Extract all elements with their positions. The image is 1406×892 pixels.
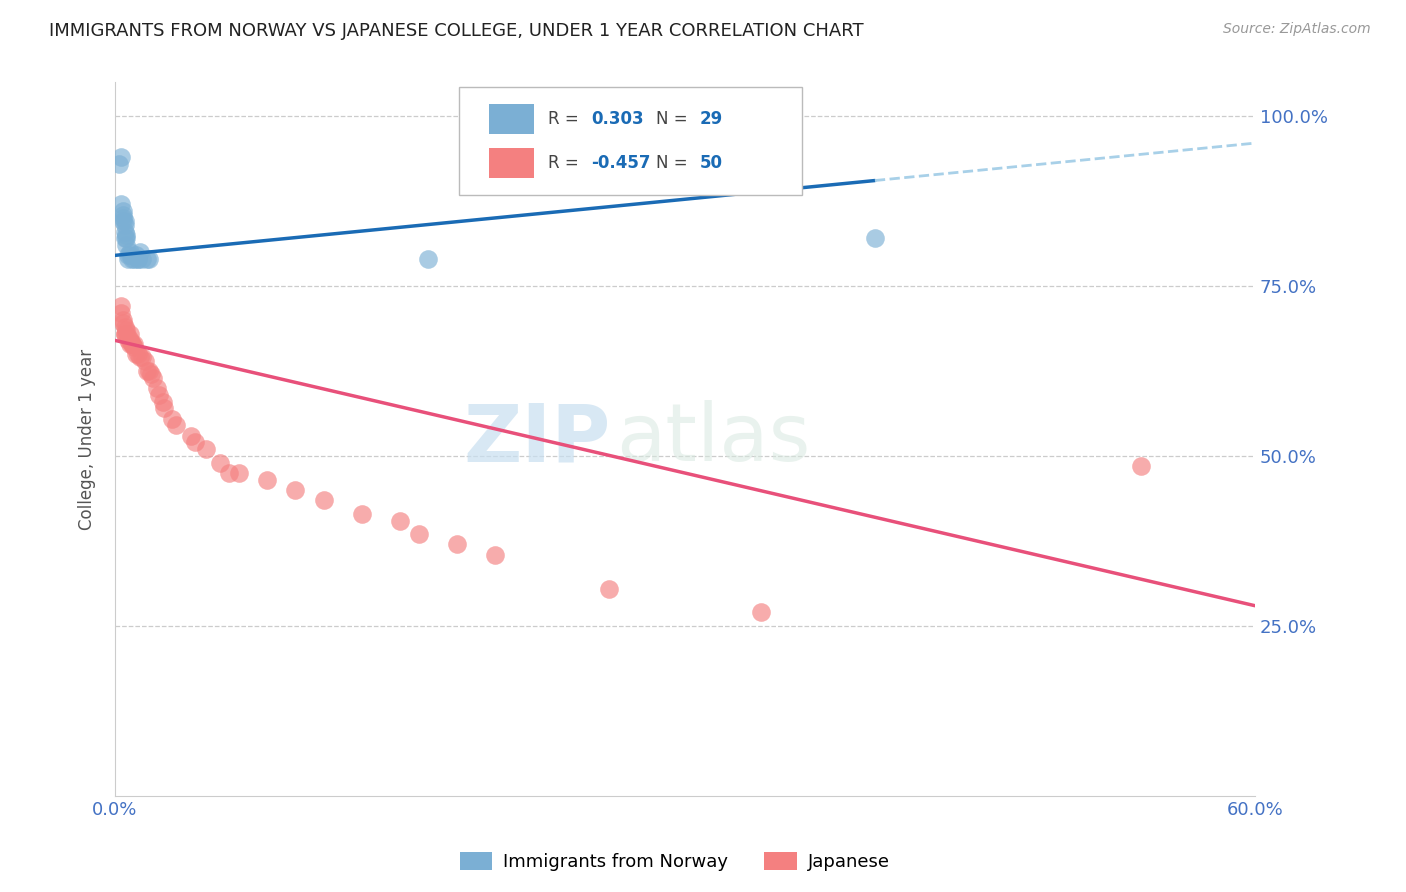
Point [115,326,138,341]
Point [284,483,307,497]
Text: Source: ZipAtlas.com: Source: ZipAtlas.com [1223,22,1371,37]
Point [136,252,159,266]
Point [117,334,139,348]
Text: atlas: atlas [617,400,811,478]
Point [114,326,136,341]
Point [256,473,278,487]
Point [120,326,142,341]
Point [110,197,132,211]
Point [180,428,202,442]
Point [218,466,240,480]
Point [128,244,150,259]
Point [114,218,136,232]
Point [120,248,142,262]
Point [146,381,169,395]
Point [863,231,886,245]
Legend: Immigrants from Norway, Japanese: Immigrants from Norway, Japanese [453,845,897,879]
Point [208,456,231,470]
Point [120,244,142,259]
Point [165,418,187,433]
Bar [489,104,534,134]
Point [111,214,134,228]
Point [125,347,148,361]
Text: -0.457: -0.457 [592,153,651,171]
Point [131,252,153,266]
Point [111,208,134,222]
Point [114,326,136,341]
Point [111,313,134,327]
Text: N =: N = [657,153,693,171]
Point [484,548,506,562]
Point [111,317,134,331]
Text: N =: N = [657,110,693,128]
Point [120,334,142,348]
Point [418,252,440,266]
FancyBboxPatch shape [460,87,803,194]
Point [127,252,149,266]
Point [114,225,136,239]
Point [127,347,149,361]
Point [110,299,132,313]
Point [122,340,145,354]
Point [110,150,132,164]
Point [114,214,136,228]
Point [138,364,160,378]
Point [148,388,170,402]
Point [121,336,143,351]
Text: 29: 29 [700,110,723,128]
Point [228,466,250,480]
Point [114,231,136,245]
Point [350,507,373,521]
Point [114,319,136,334]
Point [184,435,207,450]
Point [111,211,134,225]
Text: ZIP: ZIP [464,400,610,478]
Text: R =: R = [548,153,583,171]
Point [120,336,142,351]
Point [139,368,162,382]
Bar [489,147,534,178]
Text: 0.303: 0.303 [592,110,644,128]
Point [115,227,138,242]
Point [122,252,145,266]
Point [160,411,183,425]
Point [1129,459,1152,474]
Point [121,252,143,266]
Point [127,252,149,266]
Point [122,336,145,351]
Point [117,330,139,344]
Point [138,252,160,266]
Point [125,248,148,262]
Point [598,582,620,596]
Text: IMMIGRANTS FROM NORWAY VS JAPANESE COLLEGE, UNDER 1 YEAR CORRELATION CHART: IMMIGRANTS FROM NORWAY VS JAPANESE COLLE… [49,22,863,40]
Point [110,306,132,320]
Point [136,364,159,378]
Point [108,156,131,170]
Point [111,204,134,219]
Point [115,231,138,245]
Point [131,351,153,365]
Point [115,323,138,337]
Point [749,606,772,620]
Point [195,442,218,457]
Text: R =: R = [548,110,583,128]
Point [128,351,150,365]
Point [117,252,139,266]
Point [152,394,174,409]
Point [115,238,138,252]
Point [446,537,468,551]
Point [408,527,430,541]
Point [388,514,411,528]
Point [312,493,335,508]
Y-axis label: College, Under 1 year: College, Under 1 year [79,349,96,530]
Point [117,248,139,262]
Point [153,401,176,416]
Point [121,336,143,351]
Point [142,371,165,385]
Text: 50: 50 [700,153,723,171]
Point [134,353,156,368]
